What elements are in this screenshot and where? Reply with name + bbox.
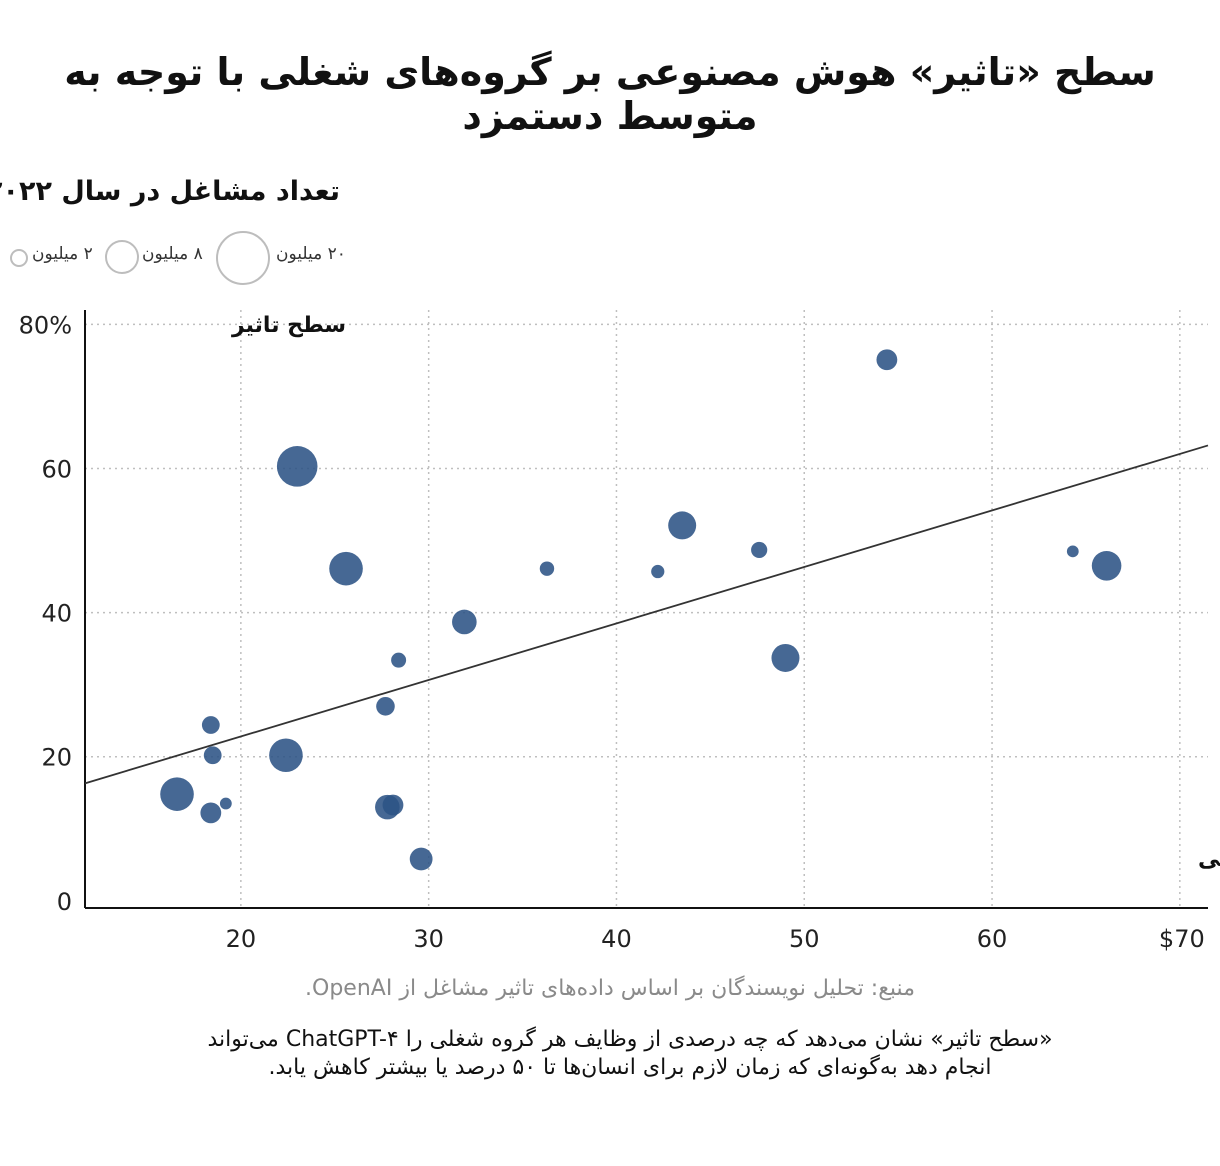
y-tick-label-3: 60 — [41, 456, 72, 484]
grid-lines — [85, 310, 1208, 908]
x-axis-title: متوسط درآمد ساعتی — [1198, 844, 1220, 872]
bubble-0 — [876, 349, 898, 371]
size-legend-title: تعداد مشاغل در سال ۲۰۲۲ — [0, 176, 340, 207]
bubble-2 — [668, 511, 697, 540]
bubble-20 — [200, 802, 222, 824]
size-legend-circle-2m — [10, 249, 28, 267]
x-tick-label-0: 20 — [226, 925, 257, 953]
x-tick-label-4: 60 — [977, 925, 1008, 953]
footnote: «سطح تاثیر» نشان می‌دهد که چه درصدی از و… — [207, 1027, 1053, 1080]
bubble-8 — [651, 564, 665, 579]
trendline — [84, 444, 1209, 785]
bubble-4 — [1066, 545, 1079, 558]
scatter-chart: 20 30 40 50 60 $70 0 20 40 60 80% سطح تاثیر متوسط … — [19, 310, 1220, 953]
y-tick-label-4: 80% — [19, 311, 72, 339]
y-axis-title: سطح تاثیر — [231, 313, 346, 338]
bubble-19 — [382, 794, 404, 816]
bubble-14 — [269, 738, 303, 773]
source-note: منبع: تحلیل نویسندگان بر اساس داده‌های ت… — [305, 976, 915, 1001]
bubble-5 — [1091, 550, 1122, 581]
bubble-21 — [409, 847, 433, 871]
y-tick-label-1: 20 — [41, 744, 72, 772]
bubble-3 — [751, 541, 768, 559]
bubble-9 — [452, 609, 477, 635]
bubble-13 — [201, 716, 220, 734]
size-legend-label-20m: ۲۰ میلیون — [276, 244, 346, 264]
size-legend: ۲۰ میلیون ۸ میلیون ۲ میلیون — [8, 228, 358, 288]
x-tick-label-1: 30 — [413, 925, 444, 953]
bubble-10 — [771, 643, 800, 672]
bubble-17 — [219, 797, 232, 810]
bubble-11 — [391, 652, 407, 668]
x-tick-label-2: 40 — [601, 925, 632, 953]
size-legend-circle-20m — [216, 231, 270, 285]
size-legend-label-8m: ۸ میلیون — [142, 244, 203, 264]
bubble-16 — [160, 777, 194, 811]
bubble-6 — [329, 551, 363, 586]
x-tick-label-5: $70 — [1159, 925, 1205, 953]
bubbles-group — [160, 349, 1122, 871]
bubble-12 — [376, 696, 395, 716]
tick-labels: 20 30 40 50 60 $70 0 20 40 60 80% — [19, 311, 1205, 953]
chart-title: سطح «تاثیر» هوش مصنوعی بر گروه‌های شغلی … — [64, 50, 1156, 138]
size-legend-circle-8m — [105, 240, 139, 274]
bubble-7 — [539, 561, 555, 576]
y-tick-label-2: 40 — [41, 600, 72, 628]
y-tick-label-0: 0 — [57, 888, 72, 916]
bubble-1 — [276, 446, 318, 487]
x-tick-label-3: 50 — [789, 925, 820, 953]
bubble-15 — [203, 746, 222, 765]
trendline-group — [84, 444, 1209, 785]
size-legend-label-2m: ۲ میلیون — [32, 244, 93, 264]
